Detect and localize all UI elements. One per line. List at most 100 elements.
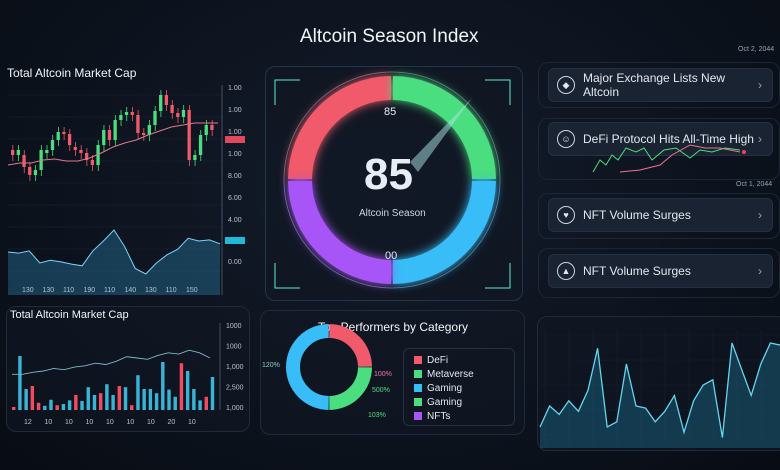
bar [148,389,153,410]
bar [136,375,140,410]
area-fill [540,343,780,448]
area-fill [8,230,220,295]
gauge-value: 85 [364,150,413,199]
x-tick-label: 130 [22,287,34,294]
y-tick-label: 0.00 [228,259,242,266]
candle [204,125,208,135]
trend-line [12,349,211,375]
bar [36,402,41,410]
bar [105,384,109,410]
x-tick-label: 10 [106,419,114,426]
x-tick-label: 130 [43,287,55,294]
gauge-segment [392,180,496,284]
candle [181,110,186,117]
bar [12,407,16,410]
donut-label: 120% [262,362,280,369]
candle [130,112,134,115]
x-tick-label: 20 [168,419,176,426]
ethereum-icon: ◆ [557,76,575,94]
bar [24,389,28,410]
bar [179,363,184,410]
x-tick-label: 12 [24,419,32,426]
candle [136,115,140,133]
news-item[interactable]: ◆ Major Exchange Lists New Altcoin › [548,68,773,102]
x-tick-label: 10 [45,419,53,426]
candle [141,133,146,135]
legend-item: NFTs [414,409,514,423]
price-tag [225,136,245,143]
candle [67,134,72,145]
candle [102,130,106,145]
corner-bracket-icon [485,263,511,289]
price-tag [225,237,245,244]
x-tick-label: 140 [125,287,137,294]
news-item[interactable]: ♥ NFT Volume Surges › [548,198,773,232]
lock-icon: ▲ [557,262,575,280]
y-tick-label: 1.00 [228,107,242,114]
legend-item: Gaming [414,381,514,395]
user-icon: ☺ [557,130,575,148]
bar [210,377,215,410]
market-cap-title: Total Altcoin Market Cap [7,66,137,80]
y-tick-label: 4.00 [228,217,242,224]
candle [198,135,203,155]
gauge-label: Altcoin Season [359,208,426,219]
y-tick-label: 1,000 [226,405,244,412]
categories-panel [260,310,525,435]
news-item-label: Major Exchange Lists New Altcoin [583,71,726,99]
bar [167,389,171,410]
legend-label: Gaming [427,382,463,394]
chevron-right-icon: › [758,78,762,92]
candle [45,150,49,153]
gauge-bottom-tick: 00 [385,250,398,262]
candle [56,132,60,140]
y-tick-label: 1.00 [228,85,242,92]
gauge-segment [288,180,392,284]
bar [86,387,90,410]
chevron-right-icon: › [758,264,762,278]
y-tick-label: 8.00 [228,173,242,180]
news-date: Oct 1, 2044 [736,181,773,188]
candle [28,167,32,175]
candle [11,150,15,155]
candle [16,150,20,155]
bar [154,393,159,410]
legend-item: Gaming [414,395,514,409]
bar [117,386,122,410]
candle [90,160,95,165]
candle [73,147,77,150]
bar [185,371,190,410]
bar [30,386,35,410]
y-tick-label: 1.00 [228,151,242,158]
x-tick-label: 10 [147,419,155,426]
bar [74,395,78,410]
candle [164,95,169,105]
y-tick-label: 1,000 [226,364,244,371]
bar [92,395,97,410]
news-item[interactable]: ▲ NFT Volume Surges › [548,254,773,288]
donut-label: 500% [372,387,390,394]
legend-label: Metaverse [427,368,474,380]
bar [198,400,202,410]
legend-item: DeFi [414,353,514,367]
bar [67,400,72,410]
gauge-outer-ring [283,71,501,289]
bar [111,395,115,410]
bar [192,389,196,410]
candle [187,110,191,160]
candle [62,132,66,134]
donut-slice [286,324,330,410]
x-tick-label: 10 [65,419,73,426]
moving-average-line [7,122,218,166]
area-line [539,342,780,438]
news-item[interactable]: ☺ DeFi Protocol Hits All-Time High › [548,122,773,156]
sparkline-red [619,144,741,173]
news-item-label: NFT Volume Surges [583,264,691,278]
market-cap-bar-panel [6,306,250,432]
news-date: Oct 2, 2044 [738,46,775,53]
activity-panel [537,316,780,451]
